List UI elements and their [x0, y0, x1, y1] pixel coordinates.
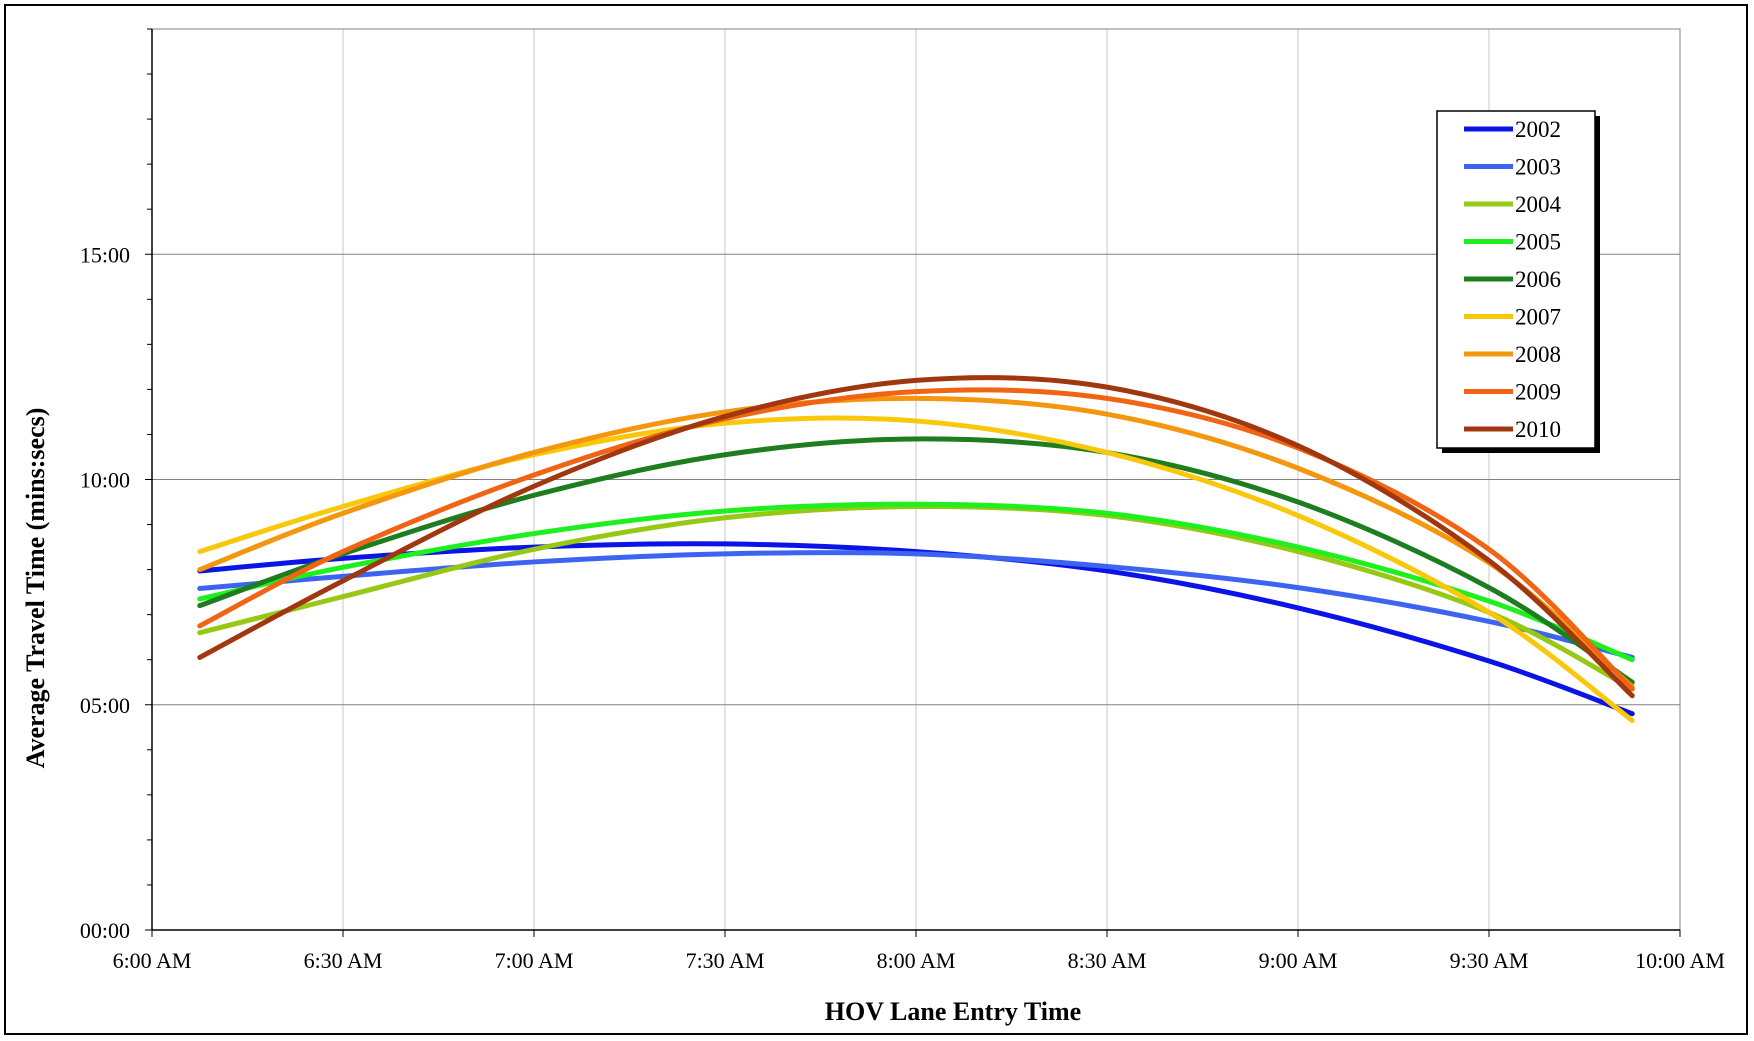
axes	[145, 28, 1681, 937]
x-tick-label: 9:30 AM	[1450, 948, 1529, 973]
y-tick-label: 00:00	[80, 918, 130, 943]
x-tick-label: 6:00 AM	[113, 948, 192, 973]
x-tick-label: 7:00 AM	[495, 948, 574, 973]
y-tick-label: 15:00	[80, 242, 130, 267]
x-tick-label: 9:00 AM	[1259, 948, 1338, 973]
tick-labels: 6:00 AM 6:30 AM 7:00 AM 7:30 AM 8:00 AM 8:30 …	[80, 242, 1725, 973]
legend-label-2010: 2010	[1515, 417, 1561, 442]
series-line-2003	[197, 550, 1635, 660]
legend-label-2003: 2003	[1515, 155, 1561, 180]
x-tick-label: 8:00 AM	[877, 948, 956, 973]
legend-label-2004: 2004	[1515, 192, 1562, 217]
y-tick-label: 10:00	[80, 468, 130, 493]
x-tick-label: 10:00 AM	[1635, 948, 1725, 973]
y-axis-title: Average Travel Time (mins:secs)	[21, 408, 50, 769]
x-tick-label: 8:30 AM	[1068, 948, 1147, 973]
x-tick-label: 7:30 AM	[686, 948, 765, 973]
series-line-2010	[197, 375, 1635, 699]
series-line-2009	[197, 387, 1635, 692]
series-line-2005	[197, 501, 1635, 663]
y-tick-label: 05:00	[80, 693, 130, 718]
series-lines	[197, 375, 1635, 724]
series-line-2007	[197, 415, 1635, 724]
grid-lines	[152, 29, 1680, 930]
legend-label-2008: 2008	[1515, 342, 1561, 367]
legend: 2002 2003 2004 2005 2006 2007 2008 2009 2010	[1436, 110, 1600, 453]
legend-label-2007: 2007	[1515, 305, 1561, 330]
legend-box	[1436, 110, 1596, 449]
legend-label-2006: 2006	[1515, 267, 1561, 292]
series-line-2006	[197, 436, 1635, 685]
legend-label-2005: 2005	[1515, 230, 1561, 255]
legend-label-2002: 2002	[1515, 117, 1561, 142]
x-axis-title: HOV Lane Entry Time	[825, 997, 1081, 1026]
legend-label-2009: 2009	[1515, 380, 1561, 405]
x-tick-label: 6:30 AM	[304, 948, 383, 973]
series-line-2008	[197, 395, 1635, 690]
